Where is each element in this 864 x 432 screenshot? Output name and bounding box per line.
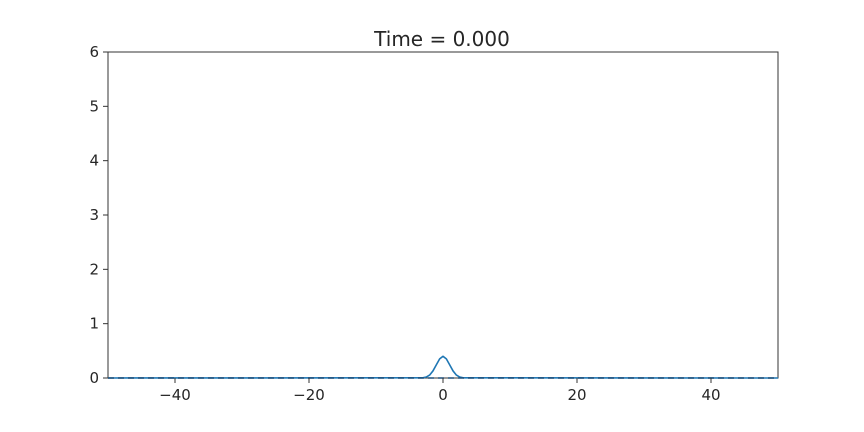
series-line: [107, 355, 779, 379]
x-tick-label: 40: [701, 386, 720, 404]
y-tick-label: 0: [89, 369, 99, 387]
y-tick-label: 6: [89, 43, 99, 61]
x-axis: −40 −20 0 20 40: [159, 378, 721, 404]
x-tick-label: 0: [438, 386, 448, 404]
plot-frame: [107, 51, 779, 379]
x-tick-label: 20: [567, 386, 586, 404]
x-tick-label: −40: [159, 386, 191, 404]
y-axis: 0 1 2 3 4 5 6: [89, 43, 108, 387]
plot-area: [107, 51, 779, 379]
chart-title: Time = 0.000: [373, 27, 510, 51]
y-tick-label: 1: [89, 315, 99, 333]
y-tick-label: 2: [89, 260, 99, 278]
y-tick-label: 5: [89, 97, 99, 115]
x-tick-label: −20: [293, 386, 325, 404]
y-tick-label: 4: [89, 152, 99, 170]
y-tick-label: 3: [89, 206, 99, 224]
